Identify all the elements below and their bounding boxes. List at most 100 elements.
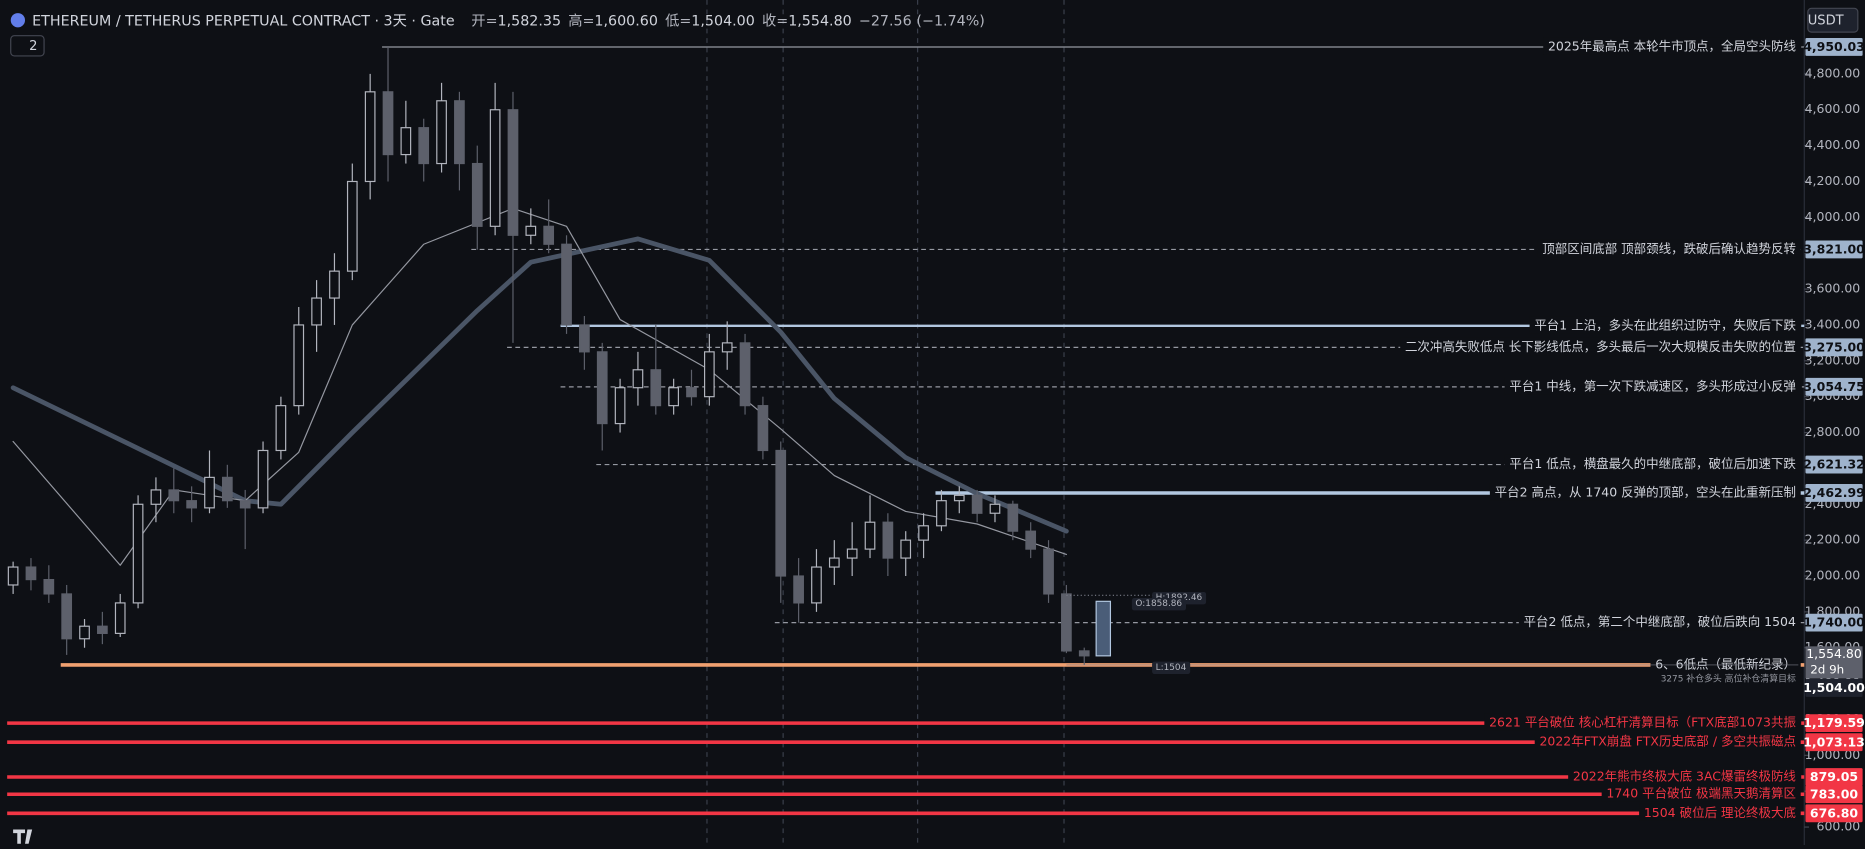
candle-body (382, 91, 394, 156)
currency-button[interactable] (1807, 7, 1859, 33)
candle-body (936, 500, 947, 527)
candle-body (918, 525, 929, 541)
y-tick-label: 3,600.00 (1805, 281, 1861, 296)
ohlc-name: 高= (568, 12, 594, 29)
ohlc-value: 1,554.80 (788, 13, 852, 29)
price-tag (1805, 338, 1863, 357)
candle-body (507, 109, 519, 236)
candle-body (471, 162, 483, 227)
level-label: 平台1 上沿，多头在此组织过防守，失败后下跌 (1534, 317, 1796, 332)
candle-body (489, 109, 501, 227)
ohlc-value: 1,582.35 (498, 13, 562, 29)
candle-body (257, 449, 269, 509)
y-tick-label: 4,600.00 (1805, 101, 1861, 116)
candle-body (614, 387, 626, 425)
candle-body (1078, 650, 1090, 657)
level-label: 平台1 中线，第一次下跌减速区，多头形成过小反弹 (1509, 378, 1796, 393)
price-tag-label: 1,179.59 (1803, 715, 1865, 730)
candle-body (668, 387, 679, 407)
candle-body (204, 476, 215, 509)
price-tag (1805, 714, 1863, 733)
level-label: 平台2 低点，第二个中继底部，破位后跌向 1504 (1524, 614, 1796, 629)
candle-body (275, 405, 287, 452)
label-bg (1537, 239, 1801, 258)
candle-body (561, 243, 572, 326)
candle-body (739, 342, 751, 407)
candle-body (900, 539, 912, 559)
price-tag (1805, 768, 1863, 786)
ohlc-name: 开= (471, 13, 497, 29)
y-tick-label: 600.00 (1817, 819, 1861, 834)
y-tick-label: 3,400.00 (1805, 316, 1861, 331)
candle-body (346, 180, 358, 272)
price-tag-label: 879.05 (1810, 769, 1858, 784)
candle-body (971, 494, 983, 514)
label-bg (1529, 316, 1802, 334)
label-bg (1543, 37, 1802, 55)
y-tick-label: 2,800.00 (1805, 424, 1861, 439)
candle-body (293, 324, 305, 407)
price-tag-label: 3,821.00 (1803, 242, 1865, 257)
price-tag-label: 1,740.00 (1803, 615, 1865, 630)
candle-body (436, 100, 447, 165)
measure-box (1095, 600, 1112, 657)
level-label: 2025年最高点 本轮牛市顶点，全局空头防线 (1548, 38, 1796, 53)
candle-body (311, 297, 322, 326)
candle-body (150, 489, 162, 505)
ohlc-name: 低= (665, 12, 691, 29)
currency-label[interactable]: USDT (1808, 13, 1845, 28)
price-tag-label: 1,073.13 (1803, 734, 1865, 749)
price-tags: 1,554.80 2d 9h 4,950.03 3,821.00 3,275.00 3,0… (1803, 38, 1865, 823)
ohlc-name: 收= (762, 12, 788, 29)
candle-body (454, 100, 465, 165)
candle-body (25, 566, 37, 581)
y-tick-label: 2,000.00 (1805, 568, 1861, 583)
price-tag (1805, 38, 1863, 56)
price-tag-label: 1,504.00 (1803, 680, 1865, 695)
label-bg (1504, 377, 1801, 395)
price-tag (1805, 484, 1863, 502)
price-tag-label: 3,054.75 (1803, 379, 1865, 394)
price-tag-label: 3,275.00 (1803, 339, 1865, 354)
price-tag (1805, 679, 1863, 697)
label-bg (1518, 612, 1801, 631)
measure-label: L:1504 (1156, 663, 1187, 673)
candle-body (97, 625, 108, 634)
candle-body (418, 127, 430, 165)
change: −27.56 (859, 13, 912, 29)
level-label: 2621 平台破位 核心杠杆清算目标（FTX底部1073共振 (1489, 715, 1796, 730)
candle-body (793, 575, 804, 604)
level-label: 2022年熊市终极大底 3AC爆雷终极防线 (1573, 769, 1797, 784)
moving-average (10, 236, 1069, 534)
price-tag-label: 2,462.99 (1803, 485, 1865, 500)
price-tag-label: 783.00 (1810, 786, 1858, 801)
candle-body (221, 476, 233, 502)
price-tag (1805, 804, 1863, 823)
level-label: 平台1 低点，横盘最久的中继底部，破位后加速下跌 (1509, 456, 1796, 471)
candle-body (775, 449, 787, 577)
candle-body (1043, 548, 1054, 595)
y-tick-label: 4,000.00 (1805, 209, 1861, 224)
candle-body (1025, 530, 1037, 550)
label-bg (1568, 767, 1802, 785)
label-bg (1601, 784, 1801, 802)
candle-body (61, 593, 73, 640)
candle-body (364, 91, 376, 183)
layout-button-label[interactable]: 2 (29, 39, 37, 54)
layout-button[interactable] (10, 35, 45, 57)
candle-body (596, 351, 608, 425)
candle-body (168, 489, 180, 502)
candle-body (686, 387, 697, 398)
y-tick-label: 4,200.00 (1805, 173, 1861, 188)
candle-body (632, 369, 644, 389)
candle-body (757, 405, 769, 452)
price-tag (1805, 240, 1863, 259)
level-sublabel: 3275 补仓多头 高位补仓清算目标 (1661, 673, 1796, 685)
candle-body (1061, 593, 1072, 652)
candle-body (953, 494, 965, 502)
y-tick-label: 2,200.00 (1805, 532, 1861, 547)
candle-body (846, 548, 858, 559)
current-price: 1,554.80 (1806, 646, 1862, 661)
current-price-tag (1805, 646, 1863, 679)
